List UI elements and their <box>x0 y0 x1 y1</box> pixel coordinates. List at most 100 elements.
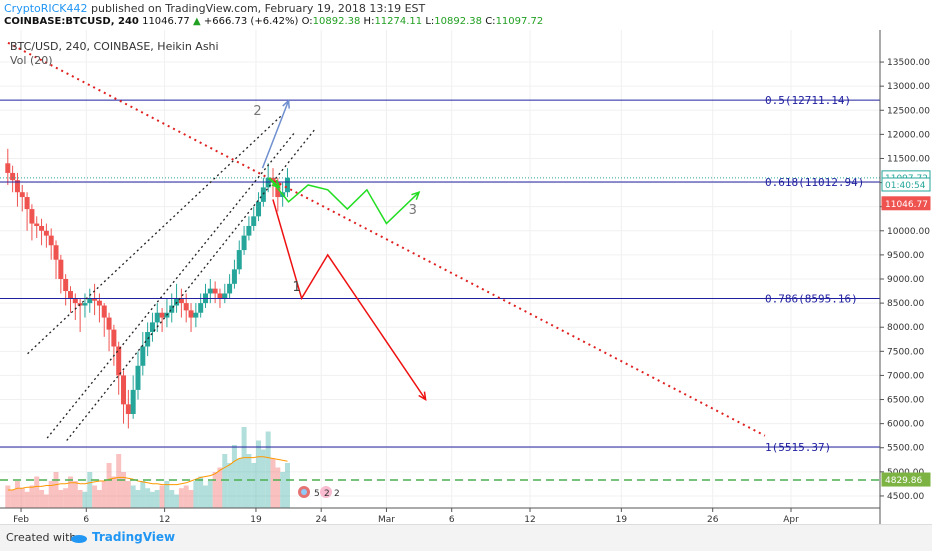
candle-body <box>63 279 69 292</box>
red-projection-path[interactable] <box>272 199 427 400</box>
candle-body <box>178 298 184 304</box>
candle-body <box>212 288 218 294</box>
volume-bar <box>231 445 237 508</box>
candle-body <box>10 172 16 181</box>
candle-body <box>140 346 146 366</box>
author-link[interactable]: CryptoRICK442 <box>4 2 88 15</box>
candle-body <box>149 322 155 333</box>
volume-bar <box>217 467 223 508</box>
y-tick-label: 6000.00 <box>887 420 924 430</box>
x-tick-label: 19 <box>250 515 262 524</box>
price-tag-label: 11046.77 <box>885 200 928 210</box>
candle-body <box>154 312 160 323</box>
volume-bar <box>24 491 30 508</box>
volume-bar <box>106 463 112 508</box>
channel-line[interactable] <box>27 114 283 355</box>
price-chart[interactable]: 0.5(12711.14) 0.618(11012.94) 0.786(8595.1… <box>0 30 932 524</box>
volume-bar <box>48 481 54 508</box>
candle-body <box>231 269 237 284</box>
x-tick-label: 12 <box>159 515 170 524</box>
event-icons[interactable]: 5 2 2 <box>298 486 340 499</box>
volume-bar <box>77 490 83 508</box>
y-tick-label: 13500.00 <box>887 58 930 68</box>
candle-body <box>101 305 107 318</box>
channel-line[interactable] <box>46 131 296 439</box>
x-tick-label: 6 <box>449 515 455 524</box>
volume-bar <box>227 463 233 508</box>
open-value: 10892.38 <box>312 16 361 27</box>
x-tick-label: 12 <box>524 515 535 524</box>
candle-body <box>135 365 141 390</box>
volume-bar <box>72 481 78 508</box>
volume-bar <box>159 485 165 508</box>
y-tick-label: 9000.00 <box>887 275 924 285</box>
green-projection-path-arrowhead <box>411 191 421 200</box>
volume-bar <box>101 481 107 508</box>
candle-body <box>72 298 78 304</box>
volume-ma-line <box>7 456 288 491</box>
volume-bar <box>135 490 141 508</box>
candle-body <box>106 317 112 330</box>
candle-body <box>193 312 199 318</box>
candle-body <box>19 192 25 198</box>
fib-level-label: 1(5515.37) <box>765 441 831 454</box>
volume-bar <box>251 463 257 508</box>
price-tag <box>881 472 931 487</box>
red-projection-path-arrowhead <box>418 391 427 401</box>
volume-bar <box>222 454 228 508</box>
candle-body <box>145 332 151 347</box>
volume-bar <box>280 472 286 508</box>
candle-body <box>241 235 247 251</box>
candle-body <box>43 230 49 236</box>
candle-body <box>183 303 189 311</box>
volume-bar <box>14 481 20 508</box>
series-legend: BTC/USD, 240, COINBASE, Heikin Ashi <box>10 40 219 53</box>
candle-body <box>236 250 242 270</box>
candle-body <box>270 177 276 183</box>
green-projection-path[interactable] <box>268 177 420 225</box>
wave-label: 3 <box>409 203 417 218</box>
price-axis[interactable] <box>880 30 932 524</box>
up-arrow-icon: ▲ <box>192 16 201 27</box>
price-tag <box>881 196 931 211</box>
x-tick-label: 26 <box>707 515 719 524</box>
candle-body <box>87 298 93 304</box>
y-tick-label: 12000.00 <box>887 130 930 140</box>
volume-bar <box>188 490 194 508</box>
volume-bar <box>212 472 218 508</box>
blue-projection-path-arrowhead <box>282 99 290 109</box>
volume-bar <box>121 472 127 508</box>
plot-area[interactable] <box>0 30 880 524</box>
tradingview-cloud-icon <box>71 535 87 543</box>
candle-body <box>29 209 35 224</box>
x-tick-label: 6 <box>83 515 89 524</box>
high-value: 11274.11 <box>374 16 423 27</box>
low-label: L: <box>425 16 435 27</box>
y-tick-label: 9500.00 <box>887 251 924 261</box>
volume-bar <box>39 490 45 508</box>
volume-bar <box>256 440 262 508</box>
volume-bar <box>125 481 131 508</box>
close-value: 11097.72 <box>495 16 544 27</box>
candle-body <box>82 303 88 306</box>
candle-body <box>34 223 40 226</box>
volume-bar <box>174 494 180 508</box>
green-projection-tail[interactable] <box>268 177 280 188</box>
y-tick-label: 8500.00 <box>887 299 924 309</box>
volume-bar <box>34 476 40 508</box>
candle-body <box>207 288 213 294</box>
candle-body <box>121 375 127 405</box>
candle-body <box>159 312 165 318</box>
fib-level-label: 0.618(11012.94) <box>765 176 864 189</box>
candle-body <box>130 389 136 414</box>
candle-body <box>67 291 73 299</box>
tradingview-brand[interactable]: TradingView <box>92 530 176 544</box>
candle-body <box>14 180 20 193</box>
downtrend-line[interactable] <box>7 41 766 437</box>
fib-level-label: 0.786(8595.16) <box>765 293 858 306</box>
volume-bar <box>130 485 136 508</box>
volume-bar <box>5 485 11 508</box>
volume-bar <box>96 490 102 508</box>
blue-projection-path[interactable] <box>261 100 290 169</box>
y-tick-label: 6500.00 <box>887 396 924 406</box>
